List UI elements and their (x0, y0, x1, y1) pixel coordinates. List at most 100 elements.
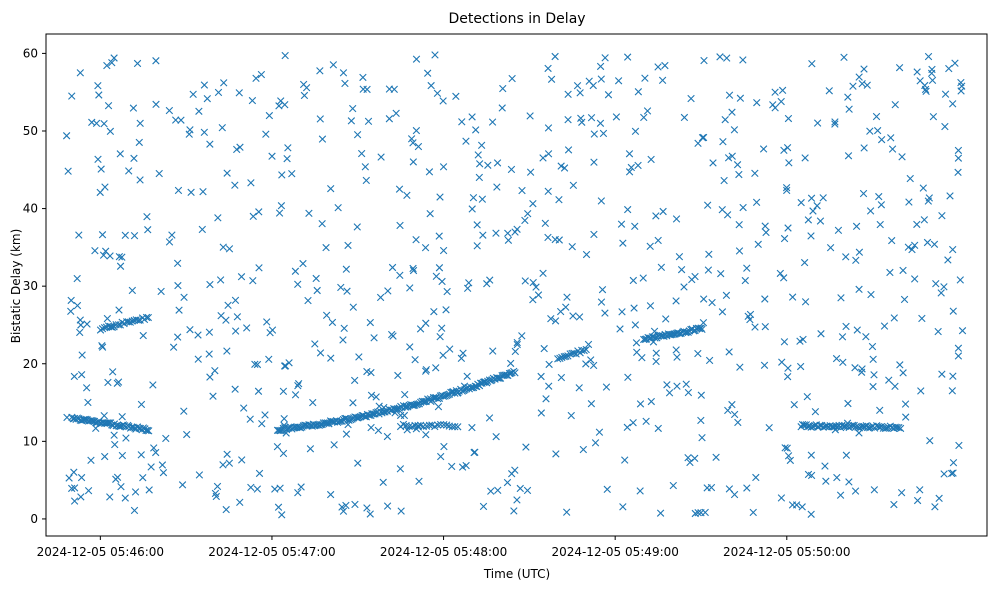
data-point (165, 238, 174, 246)
data-point (949, 459, 958, 467)
data-point (402, 403, 410, 411)
data-point (407, 135, 416, 143)
data-point (295, 423, 303, 432)
data-point (672, 346, 680, 354)
data-point (719, 137, 727, 146)
data-point (304, 296, 312, 305)
data-point (359, 73, 367, 82)
data-point (327, 184, 335, 193)
data-point (144, 226, 152, 234)
data-point (698, 434, 706, 442)
data-point (430, 307, 438, 316)
data-point (568, 243, 576, 251)
data-point (131, 488, 140, 496)
data-point (463, 284, 472, 293)
data-point (145, 427, 153, 435)
data-point (288, 169, 296, 178)
data-point (238, 456, 246, 464)
data-point (211, 489, 220, 498)
data-point (877, 135, 886, 144)
data-point (439, 163, 448, 171)
data-point (261, 411, 269, 419)
data-point (103, 419, 112, 427)
data-point (636, 400, 645, 408)
data-point (263, 318, 271, 326)
data-point (797, 198, 805, 207)
data-point (111, 440, 119, 449)
data-point (258, 420, 266, 428)
data-point (233, 313, 242, 321)
data-point (322, 243, 330, 252)
data-point (654, 236, 662, 245)
data-point (941, 122, 949, 131)
data-point (469, 194, 478, 202)
data-point (778, 86, 787, 95)
data-point (718, 308, 727, 316)
data-point (694, 139, 702, 148)
data-point (136, 176, 144, 184)
data-point (403, 426, 411, 434)
data-point (612, 113, 621, 121)
data-point (621, 456, 629, 464)
data-point (363, 367, 371, 376)
data-point (459, 349, 467, 357)
data-point (135, 138, 143, 147)
data-point (876, 220, 884, 229)
data-point (468, 423, 476, 432)
data-point (591, 439, 600, 447)
data-point (709, 159, 717, 167)
data-point (759, 145, 768, 153)
data-point (375, 402, 383, 410)
data-point (618, 308, 626, 316)
data-point (108, 59, 116, 67)
data-point (646, 242, 654, 250)
data-point (705, 356, 714, 365)
data-point (70, 497, 79, 505)
data-point (712, 453, 720, 461)
data-point (631, 321, 640, 329)
data-point (311, 340, 319, 348)
data-point (672, 215, 681, 223)
data-point (556, 307, 565, 316)
data-point (562, 508, 571, 516)
data-point (339, 336, 347, 344)
data-point (616, 325, 624, 333)
data-point (784, 114, 793, 123)
data-point (328, 318, 337, 327)
data-point (769, 101, 777, 109)
data-point (206, 140, 214, 148)
data-point (762, 228, 770, 237)
data-point (652, 349, 660, 357)
data-point (107, 323, 115, 331)
data-point (67, 484, 76, 493)
data-point (895, 423, 903, 432)
data-point (218, 124, 226, 132)
data-point (537, 372, 545, 381)
data-point (377, 153, 385, 161)
data-point (698, 134, 707, 142)
data-point (434, 421, 442, 429)
data-point (80, 415, 89, 424)
data-point (924, 52, 933, 61)
data-point (434, 402, 443, 411)
data-point (279, 449, 288, 458)
data-point (396, 221, 404, 230)
data-point (222, 316, 230, 324)
data-point (439, 351, 447, 359)
data-point (139, 473, 147, 482)
data-point (640, 335, 648, 344)
data-point (341, 79, 349, 88)
data-point (158, 461, 167, 469)
data-point (809, 207, 817, 215)
data-point (760, 361, 769, 369)
data-point (268, 152, 276, 160)
data-point (940, 283, 948, 291)
data-point (477, 141, 486, 149)
data-point (947, 469, 956, 478)
data-point (246, 415, 254, 423)
data-point (322, 419, 330, 428)
data-point (949, 307, 957, 315)
data-point (752, 198, 761, 206)
data-point (862, 333, 870, 341)
